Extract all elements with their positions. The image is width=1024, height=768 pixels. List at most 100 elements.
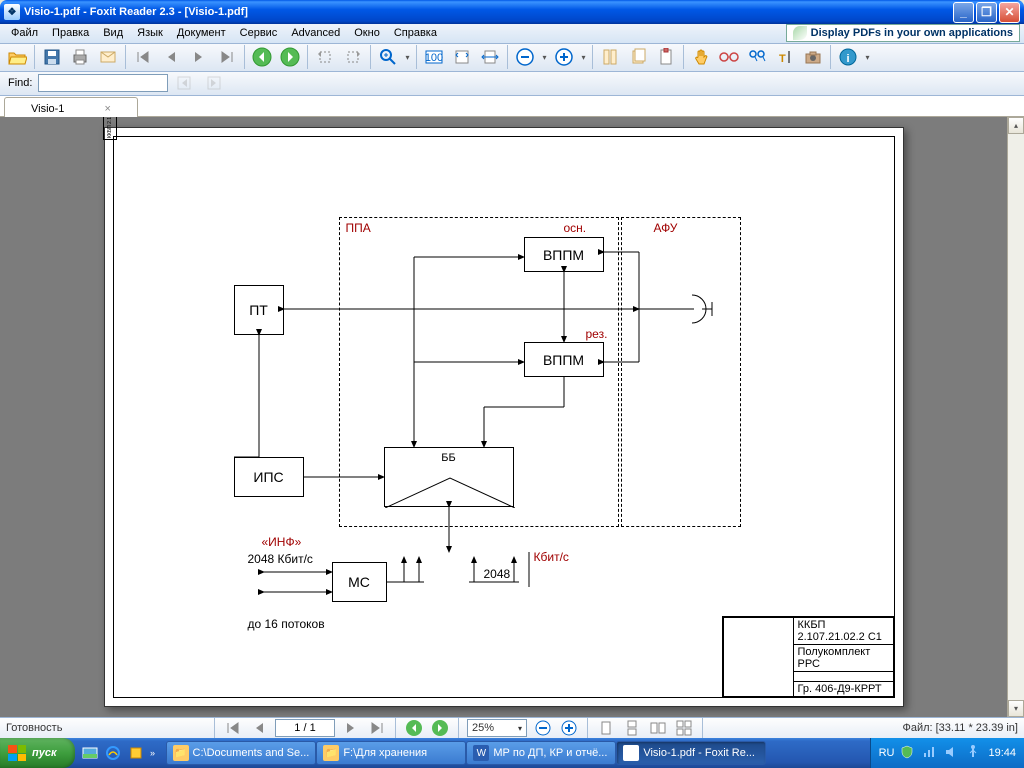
print-button[interactable] [67, 44, 93, 70]
task-storage[interactable]: 📁F:\Для хранения [316, 741, 466, 765]
zoom-out-dropdown[interactable]: ▾ [540, 53, 549, 62]
attachment-button[interactable] [653, 44, 679, 70]
layers-button[interactable] [625, 44, 651, 70]
sb-continuous-facing-button[interactable] [674, 718, 694, 738]
ad-banner[interactable]: Display PDFs in your own applications [786, 24, 1020, 42]
tab-label: Visio-1 [31, 103, 64, 115]
back-button[interactable] [249, 44, 275, 70]
label-kbits: Кбит/с [534, 550, 569, 564]
label-rez: рез. [586, 327, 608, 341]
scroll-track[interactable] [1008, 134, 1024, 700]
menu-lang[interactable]: Язык [130, 25, 170, 41]
find-tool-button[interactable] [744, 44, 770, 70]
menu-file[interactable]: Файл [4, 25, 45, 41]
text-select-button[interactable]: T [772, 44, 798, 70]
label-streams: до 16 потоков [248, 617, 325, 631]
find-input[interactable] [38, 74, 168, 92]
sb-facing-button[interactable] [648, 718, 668, 738]
actual-size-button[interactable]: 100 [421, 44, 447, 70]
menu-help[interactable]: Справка [387, 25, 444, 41]
region-afu [621, 217, 741, 527]
sb-continuous-button[interactable] [622, 718, 642, 738]
tray-clock[interactable]: 19:44 [988, 747, 1016, 759]
sb-forward-button[interactable] [430, 718, 450, 738]
last-page-button[interactable] [214, 44, 240, 70]
task-documents[interactable]: 📁C:\Documents and Se... [166, 741, 317, 765]
task-foxit[interactable]: ❖Visio-1.pdf - Foxit Re... [616, 741, 766, 765]
label-2048: 2048 [484, 567, 511, 581]
status-ready: Готовность [6, 722, 206, 734]
ql-ie-icon[interactable] [102, 742, 124, 764]
sb-single-page-button[interactable] [596, 718, 616, 738]
scroll-down-button[interactable]: ▾ [1008, 700, 1024, 717]
zoom-in-btn[interactable] [551, 44, 577, 70]
save-button[interactable] [39, 44, 65, 70]
forward-button[interactable] [277, 44, 303, 70]
tab-bar: Visio-1 × [0, 96, 1024, 117]
start-button[interactable]: пуск [0, 738, 75, 768]
task-label: Visio-1.pdf - Foxit Re... [643, 747, 755, 759]
ql-desktop-icon[interactable] [79, 742, 101, 764]
tray-lang[interactable]: RU [879, 747, 895, 759]
fit-width-button[interactable] [477, 44, 503, 70]
sb-first-button[interactable] [223, 718, 243, 738]
select-tool-button[interactable] [716, 44, 742, 70]
open-button[interactable] [4, 44, 30, 70]
tray-volume-icon[interactable] [944, 745, 960, 761]
tab-close-button[interactable]: × [104, 103, 110, 115]
vertical-scrollbar[interactable]: ▴ ▾ [1007, 117, 1024, 717]
hand-tool-button[interactable] [688, 44, 714, 70]
find-next-button[interactable] [202, 72, 224, 94]
block-vppm2: ВППМ [524, 342, 604, 377]
document-viewport[interactable]: ККБП 2.107.21.02.2 С1 ИСКИ ППА осн. АФУ … [0, 117, 1007, 717]
prev-page-button[interactable] [158, 44, 184, 70]
label-osn: осн. [564, 221, 587, 235]
find-prev-button[interactable] [174, 72, 196, 94]
first-page-button[interactable] [130, 44, 156, 70]
ql-expand-icon[interactable]: » [148, 742, 158, 764]
sb-zoom-out-button[interactable] [533, 718, 553, 738]
tray-usb-icon[interactable] [966, 745, 982, 761]
find-bar: Find: [0, 72, 1024, 96]
help-dropdown[interactable]: ▾ [863, 53, 872, 62]
close-button[interactable]: ✕ [999, 2, 1020, 23]
zoom-out-btn[interactable] [512, 44, 538, 70]
menu-window[interactable]: Окно [347, 25, 387, 41]
snapshot-button[interactable] [800, 44, 826, 70]
minimize-button[interactable]: _ [953, 2, 974, 23]
zoom-in-dropdown2[interactable]: ▾ [579, 53, 588, 62]
zoom-in-button[interactable] [375, 44, 401, 70]
menu-service[interactable]: Сервис [233, 25, 285, 41]
scroll-up-button[interactable]: ▴ [1008, 117, 1024, 134]
help-button[interactable]: i [835, 44, 861, 70]
email-button[interactable] [95, 44, 121, 70]
fit-page-button[interactable] [449, 44, 475, 70]
menu-view[interactable]: Вид [96, 25, 130, 41]
rotate-cw-button[interactable] [340, 44, 366, 70]
maximize-button[interactable]: ❐ [976, 2, 997, 23]
rotate-ccw-button[interactable] [312, 44, 338, 70]
sb-next-button[interactable] [341, 718, 361, 738]
menu-document[interactable]: Документ [170, 25, 233, 41]
ql-app-icon[interactable] [125, 742, 147, 764]
task-word[interactable]: WМР по ДП, КР и отчё... [466, 741, 616, 765]
sb-last-button[interactable] [367, 718, 387, 738]
menu-advanced[interactable]: Advanced [284, 25, 347, 41]
next-page-button[interactable] [186, 44, 212, 70]
zoom-combo[interactable]: 25%▾ [467, 719, 527, 737]
tray-shield-icon[interactable] [900, 745, 916, 761]
titlebar: ❖ Visio-1.pdf - Foxit Reader 2.3 - [Visi… [0, 0, 1024, 24]
document-tab[interactable]: Visio-1 × [4, 97, 138, 117]
block-bb: ББ [384, 447, 514, 507]
zoom-in-dropdown[interactable]: ▾ [403, 53, 412, 62]
page-input[interactable] [275, 719, 335, 737]
windows-logo-icon [8, 745, 26, 761]
tray-network-icon[interactable] [922, 745, 938, 761]
sb-back-button[interactable] [404, 718, 424, 738]
svg-text:T: T [779, 53, 786, 65]
sb-zoom-in-button[interactable] [559, 718, 579, 738]
sb-prev-button[interactable] [249, 718, 269, 738]
pdf-page: ККБП 2.107.21.02.2 С1 ИСКИ ППА осн. АФУ … [104, 127, 904, 707]
menu-edit[interactable]: Правка [45, 25, 96, 41]
bookmark-button[interactable] [597, 44, 623, 70]
